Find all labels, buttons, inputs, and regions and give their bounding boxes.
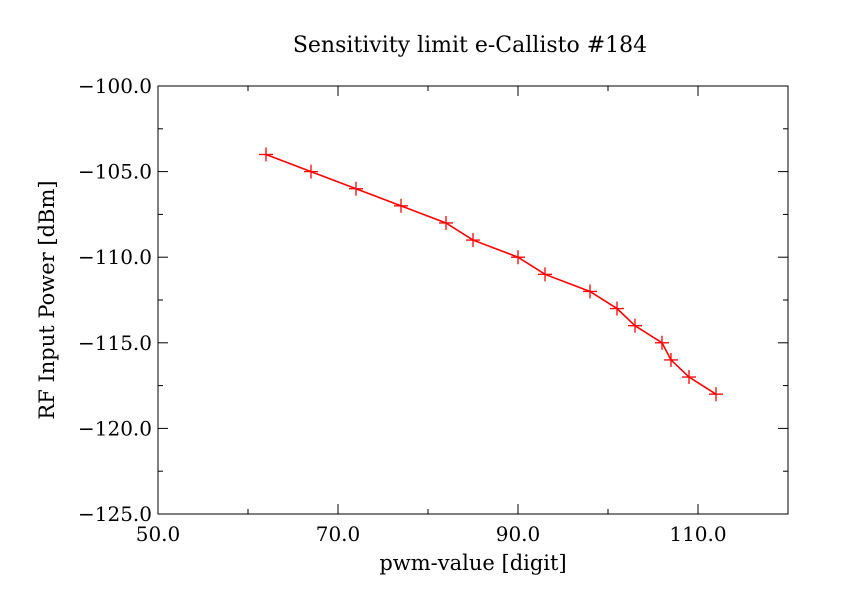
- data-point-marker: [655, 335, 669, 350]
- x-tick-label: 70.0: [316, 522, 361, 546]
- data-point-marker: [628, 318, 642, 333]
- data-point-marker: [349, 181, 363, 196]
- x-axis-label: pwm-value [digit]: [379, 551, 566, 575]
- data-point-marker: [583, 284, 597, 299]
- data-point-marker: [682, 370, 696, 385]
- y-tick-label: −115.0: [78, 331, 152, 355]
- data-series: [259, 147, 723, 402]
- data-point-marker: [304, 164, 318, 179]
- data-point-marker: [259, 147, 273, 162]
- y-tick-label: −105.0: [78, 160, 152, 184]
- x-tick-label: 110.0: [669, 522, 726, 546]
- y-tick-label: −120.0: [78, 416, 152, 440]
- axis-ticks: [157, 85, 789, 515]
- data-point-marker: [439, 215, 453, 230]
- data-point-marker: [511, 250, 525, 265]
- data-point-marker: [394, 198, 408, 213]
- data-point-marker: [664, 352, 678, 367]
- axis-tick-labels: 50.0 70.0 90.0 110.0 −100.0 −105.0 −110.0 −115.…: [78, 74, 727, 546]
- plot-frame: [157, 85, 789, 515]
- series-line: [265, 153, 717, 395]
- x-tick-label: 90.0: [496, 522, 541, 546]
- x-tick-label: 50.0: [136, 522, 181, 546]
- data-point-marker: [709, 387, 723, 402]
- y-tick-label: −100.0: [78, 74, 152, 98]
- data-point-marker: [466, 233, 480, 248]
- data-point-marker: [610, 301, 624, 316]
- y-tick-label: −125.0: [78, 502, 152, 526]
- y-tick-label: −110.0: [78, 245, 152, 269]
- data-point-marker: [538, 267, 552, 282]
- y-axis-label: RF Input Power [dBm]: [35, 180, 59, 419]
- chart-title: Sensitivity limit e-Callisto #184: [293, 33, 647, 58]
